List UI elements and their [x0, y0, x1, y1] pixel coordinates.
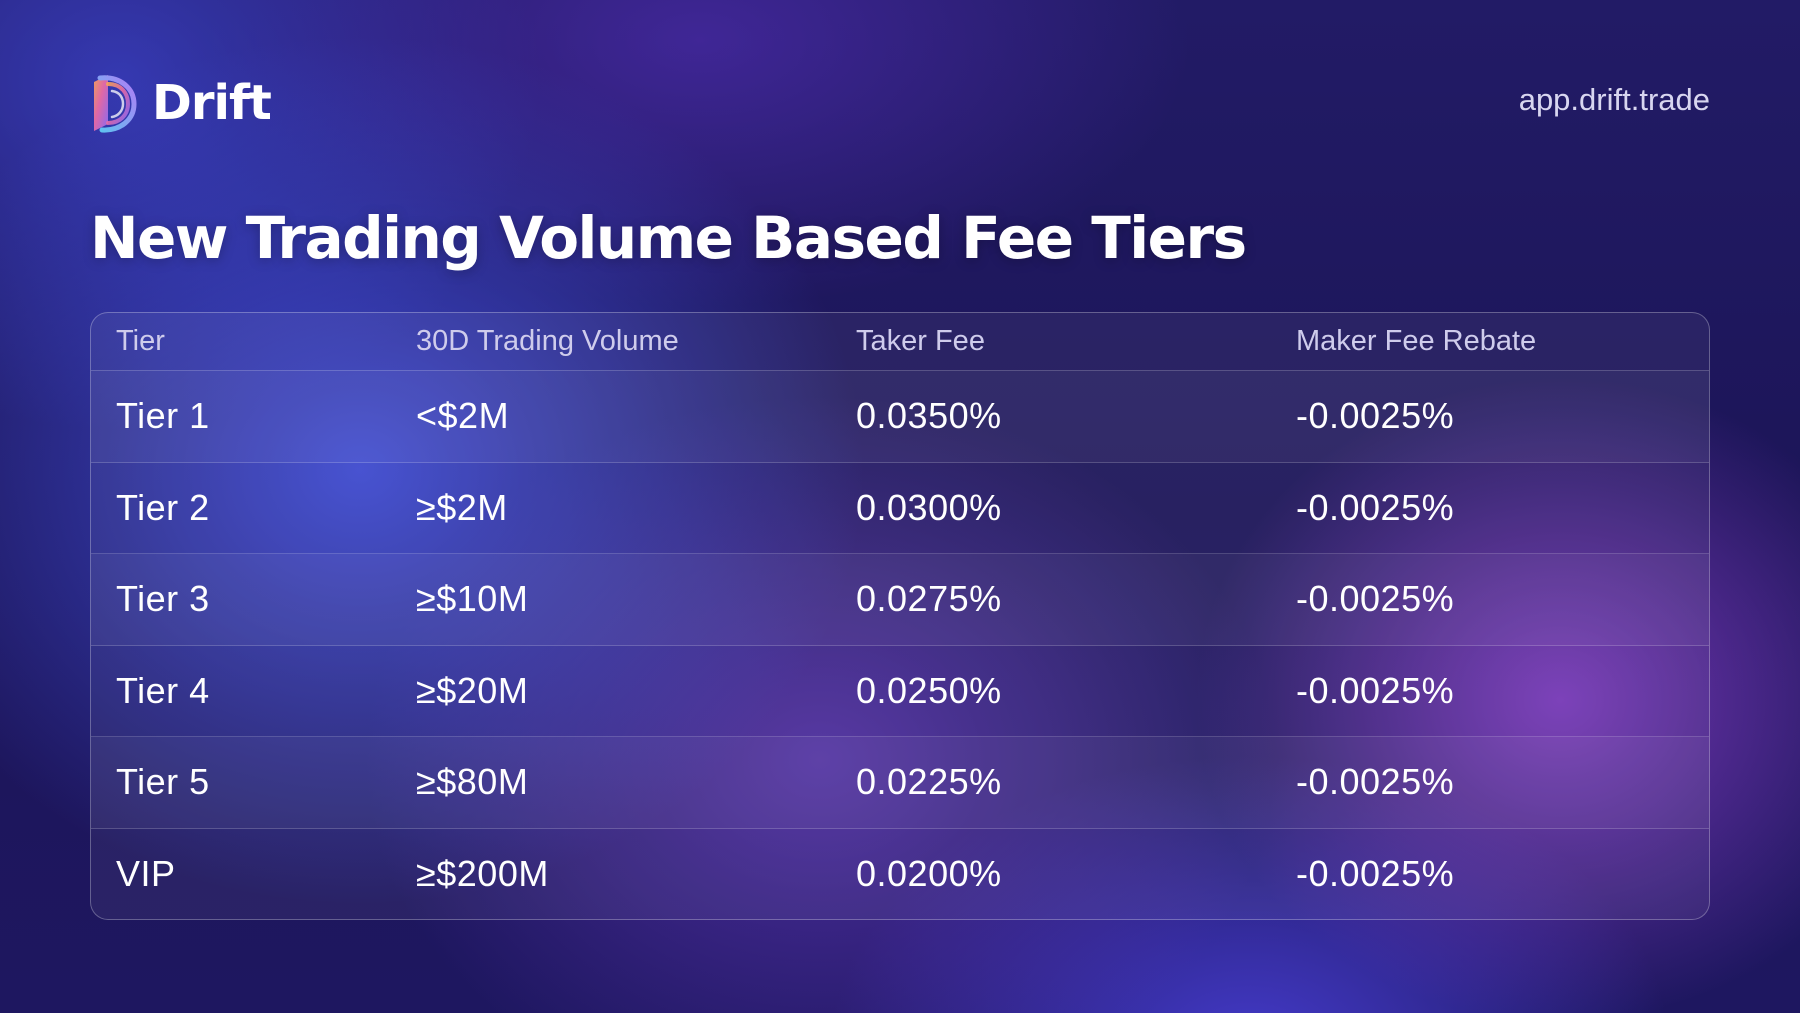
- drift-logo-icon: [94, 75, 137, 133]
- table-row: VIP ≥$200M 0.0200% -0.0025%: [91, 829, 1709, 920]
- fee-tier-table: Tier 30D Trading Volume Taker Fee Maker …: [90, 312, 1710, 920]
- maker-rebate-cell: -0.0025%: [1296, 395, 1455, 437]
- volume-cell: ≥$10M: [416, 578, 529, 620]
- taker-fee-cell: 0.0250%: [856, 669, 1002, 711]
- table-row: Tier 2 ≥$2M 0.0300% -0.0025%: [91, 463, 1709, 554]
- table-row: Tier 4 ≥$20M 0.0250% -0.0025%: [91, 646, 1709, 737]
- header-taker-fee: Taker Fee: [856, 325, 985, 357]
- taker-fee-cell: 0.0225%: [856, 761, 1002, 803]
- table-header-row: Tier 30D Trading Volume Taker Fee Maker …: [91, 313, 1709, 371]
- site-url: app.drift.trade: [1518, 82, 1710, 117]
- volume-cell: <$2M: [416, 395, 510, 437]
- maker-rebate-cell: -0.0025%: [1296, 486, 1455, 528]
- volume-cell: ≥$80M: [416, 761, 529, 803]
- table-row: Tier 5 ≥$80M 0.0225% -0.0025%: [91, 737, 1709, 829]
- tier-cell: Tier 5: [116, 761, 210, 803]
- table-row: Tier 3 ≥$10M 0.0275% -0.0025%: [91, 554, 1709, 646]
- tier-cell: Tier 1: [116, 395, 210, 437]
- taker-fee-cell: 0.0275%: [856, 578, 1002, 620]
- volume-cell: ≥$2M: [416, 486, 508, 528]
- taker-fee-cell: 0.0300%: [856, 486, 1002, 528]
- brand-name: Drift: [152, 75, 272, 131]
- taker-fee-cell: 0.0200%: [856, 853, 1002, 895]
- tier-cell: Tier 4: [116, 669, 210, 711]
- header-30d-volume: 30D Trading Volume: [416, 325, 679, 357]
- page-title: New Trading Volume Based Fee Tiers: [90, 204, 1247, 272]
- volume-cell: ≥$20M: [416, 669, 529, 711]
- header-maker-rebate: Maker Fee Rebate: [1296, 325, 1537, 357]
- maker-rebate-cell: -0.0025%: [1296, 853, 1455, 895]
- tier-cell: Tier 3: [116, 578, 210, 620]
- brand-header: Drift: [90, 70, 272, 136]
- volume-cell: ≥$200M: [416, 853, 549, 895]
- maker-rebate-cell: -0.0025%: [1296, 761, 1455, 803]
- tier-cell: VIP: [116, 853, 176, 895]
- header-tier: Tier: [116, 325, 165, 357]
- maker-rebate-cell: -0.0025%: [1296, 669, 1455, 711]
- table-row: Tier 1 <$2M 0.0350% -0.0025%: [91, 371, 1709, 463]
- taker-fee-cell: 0.0350%: [856, 395, 1002, 437]
- maker-rebate-cell: -0.0025%: [1296, 578, 1455, 620]
- tier-cell: Tier 2: [116, 486, 210, 528]
